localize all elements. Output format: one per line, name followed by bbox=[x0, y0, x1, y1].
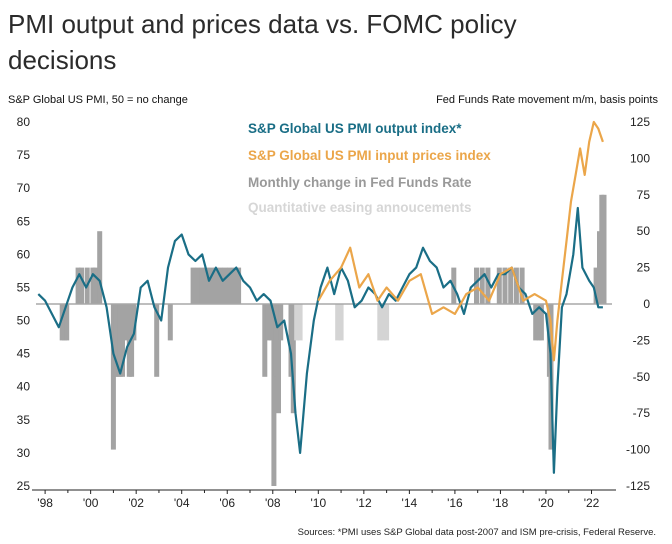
right-tick-label-4: 25 bbox=[637, 261, 651, 275]
fed-rate-bar-0-3 bbox=[75, 267, 81, 304]
fed-rate-bar-0-29 bbox=[231, 267, 237, 304]
fed-rate-bar-0-21 bbox=[195, 267, 201, 304]
pmi-input-prices-line bbox=[317, 120, 604, 362]
x-tick-label-6: '10 bbox=[310, 496, 326, 510]
right-tick-label-7: -50 bbox=[633, 370, 651, 384]
fed-rate-bar-0-14 bbox=[122, 304, 128, 341]
qe-bar-1-2 bbox=[335, 304, 341, 341]
left-tick-label-11: 25 bbox=[17, 479, 31, 493]
x-tick-label-9: '16 bbox=[447, 496, 463, 510]
left-tick-label-4: 60 bbox=[17, 247, 31, 261]
legend-item-2: Monthly change in Fed Funds Rate bbox=[248, 175, 472, 190]
fed-rate-bar-0-36 bbox=[276, 304, 281, 414]
qe-bar-1-4 bbox=[377, 304, 383, 341]
qe-bar-1-5 bbox=[380, 304, 386, 341]
right-tick-label-6: -25 bbox=[633, 333, 651, 347]
x-tick-label-12: '22 bbox=[584, 496, 600, 510]
left-tick-label-8: 40 bbox=[17, 380, 31, 394]
legend-item-3: Quantitative easing annoucements bbox=[248, 200, 472, 215]
left-tick-label-6: 50 bbox=[17, 314, 31, 328]
x-tick-label-7: '12 bbox=[356, 496, 372, 510]
fed-rate-bar-2-7 bbox=[513, 267, 519, 304]
left-tick-label-1: 75 bbox=[17, 148, 31, 162]
fed-rate-bar-0-22 bbox=[199, 267, 205, 304]
x-tick-label-0: '98 bbox=[37, 496, 53, 510]
right-tick-label-3: 50 bbox=[637, 224, 651, 238]
left-tick-label-3: 65 bbox=[17, 214, 31, 228]
left-tick-label-2: 70 bbox=[17, 181, 31, 195]
left-tick-label-0: 80 bbox=[17, 115, 31, 129]
fed-rate-bar-2-4 bbox=[496, 267, 502, 304]
qe-bar-1-0 bbox=[294, 304, 300, 341]
fed-rate-bar-2-5 bbox=[502, 267, 508, 304]
fed-rate-bar-0-20 bbox=[190, 267, 196, 304]
right-tick-label-10: -125 bbox=[626, 479, 650, 493]
x-tick-label-11: '20 bbox=[538, 496, 554, 510]
fed-rate-bar-2-9 bbox=[533, 304, 539, 341]
fed-rate-bar-0-2 bbox=[64, 304, 70, 341]
fed-rate-bar-0-23 bbox=[204, 267, 210, 304]
x-tick-label-5: '08 bbox=[265, 496, 281, 510]
fed-rate-bar-0-19 bbox=[167, 304, 173, 341]
fed-rate-bar-0-27 bbox=[222, 267, 228, 304]
right-tick-label-0: 125 bbox=[630, 115, 650, 129]
x-tick-label-1: '00 bbox=[83, 496, 99, 510]
fed-rate-bar-0-4 bbox=[79, 267, 84, 304]
left-axis-title: S&P Global US PMI, 50 = no change bbox=[8, 94, 188, 106]
fed-rate-bar-2-14 bbox=[593, 267, 599, 304]
left-tick-label-9: 35 bbox=[17, 413, 31, 427]
right-axis-title: Fed Funds Rate movement m/m, basis point… bbox=[436, 94, 658, 106]
qe-bar-1-1 bbox=[297, 304, 303, 341]
fed-rate-bar-2-11 bbox=[538, 304, 544, 341]
fed-rate-bar-0-8 bbox=[97, 231, 103, 304]
left-tick-label-10: 30 bbox=[17, 446, 31, 460]
fed-rate-bar-0-39 bbox=[290, 304, 296, 414]
qe-bar-1-3 bbox=[338, 304, 344, 341]
fed-rate-bar-0-31 bbox=[262, 304, 268, 377]
fed-rate-bar-0-32 bbox=[265, 304, 271, 341]
x-tick-label-10: '18 bbox=[493, 496, 509, 510]
fed-rate-bar-2-8 bbox=[519, 267, 525, 304]
fed-rate-bar-0-30 bbox=[236, 267, 242, 304]
fed-rate-bar-0-28 bbox=[227, 267, 232, 304]
fed-rate-bar-0-24 bbox=[208, 267, 214, 304]
legend-item-0: S&P Global US PMI output index* bbox=[248, 121, 462, 136]
fed-rate-bar-0-25 bbox=[213, 267, 219, 304]
x-tick-label-4: '06 bbox=[219, 496, 235, 510]
fed-rate-bar-0-34 bbox=[271, 304, 277, 486]
left-tick-label-5: 55 bbox=[17, 280, 31, 294]
fed-rate-bar-0-17 bbox=[131, 304, 137, 341]
left-tick-label-7: 45 bbox=[17, 347, 31, 361]
x-tick-label-8: '14 bbox=[402, 496, 418, 510]
fed-rate-bar-2-2 bbox=[479, 267, 485, 304]
fed-rate-bar-2-17 bbox=[601, 194, 607, 304]
x-tick-label-3: '04 bbox=[174, 496, 190, 510]
legend-item-1: S&P Global US PMI input prices index bbox=[248, 148, 491, 163]
fed-rate-bar-0-26 bbox=[217, 267, 223, 304]
fed-rate-bar-0-37 bbox=[278, 304, 284, 341]
fed-rate-bar-2-6 bbox=[508, 267, 514, 304]
fed-rate-bar-2-3 bbox=[485, 267, 491, 304]
x-tick-label-2: '02 bbox=[128, 496, 144, 510]
chart-title: PMI output and prices data vs. FOMC poli… bbox=[8, 9, 517, 75]
fed-rate-bar-0-18 bbox=[154, 304, 160, 377]
fed-rate-bar-0-7 bbox=[92, 267, 98, 304]
qe-bar-1-6 bbox=[384, 304, 390, 341]
source-note: Sources: *PMI uses S&P Global data post-… bbox=[297, 527, 656, 538]
right-tick-label-5: 0 bbox=[643, 297, 650, 311]
right-tick-label-1: 100 bbox=[630, 151, 650, 165]
fed-rate-bar-2-1 bbox=[474, 267, 479, 304]
right-tick-label-9: -100 bbox=[626, 443, 650, 457]
right-tick-label-2: 75 bbox=[637, 188, 651, 202]
right-tick-label-8: -75 bbox=[633, 406, 651, 420]
